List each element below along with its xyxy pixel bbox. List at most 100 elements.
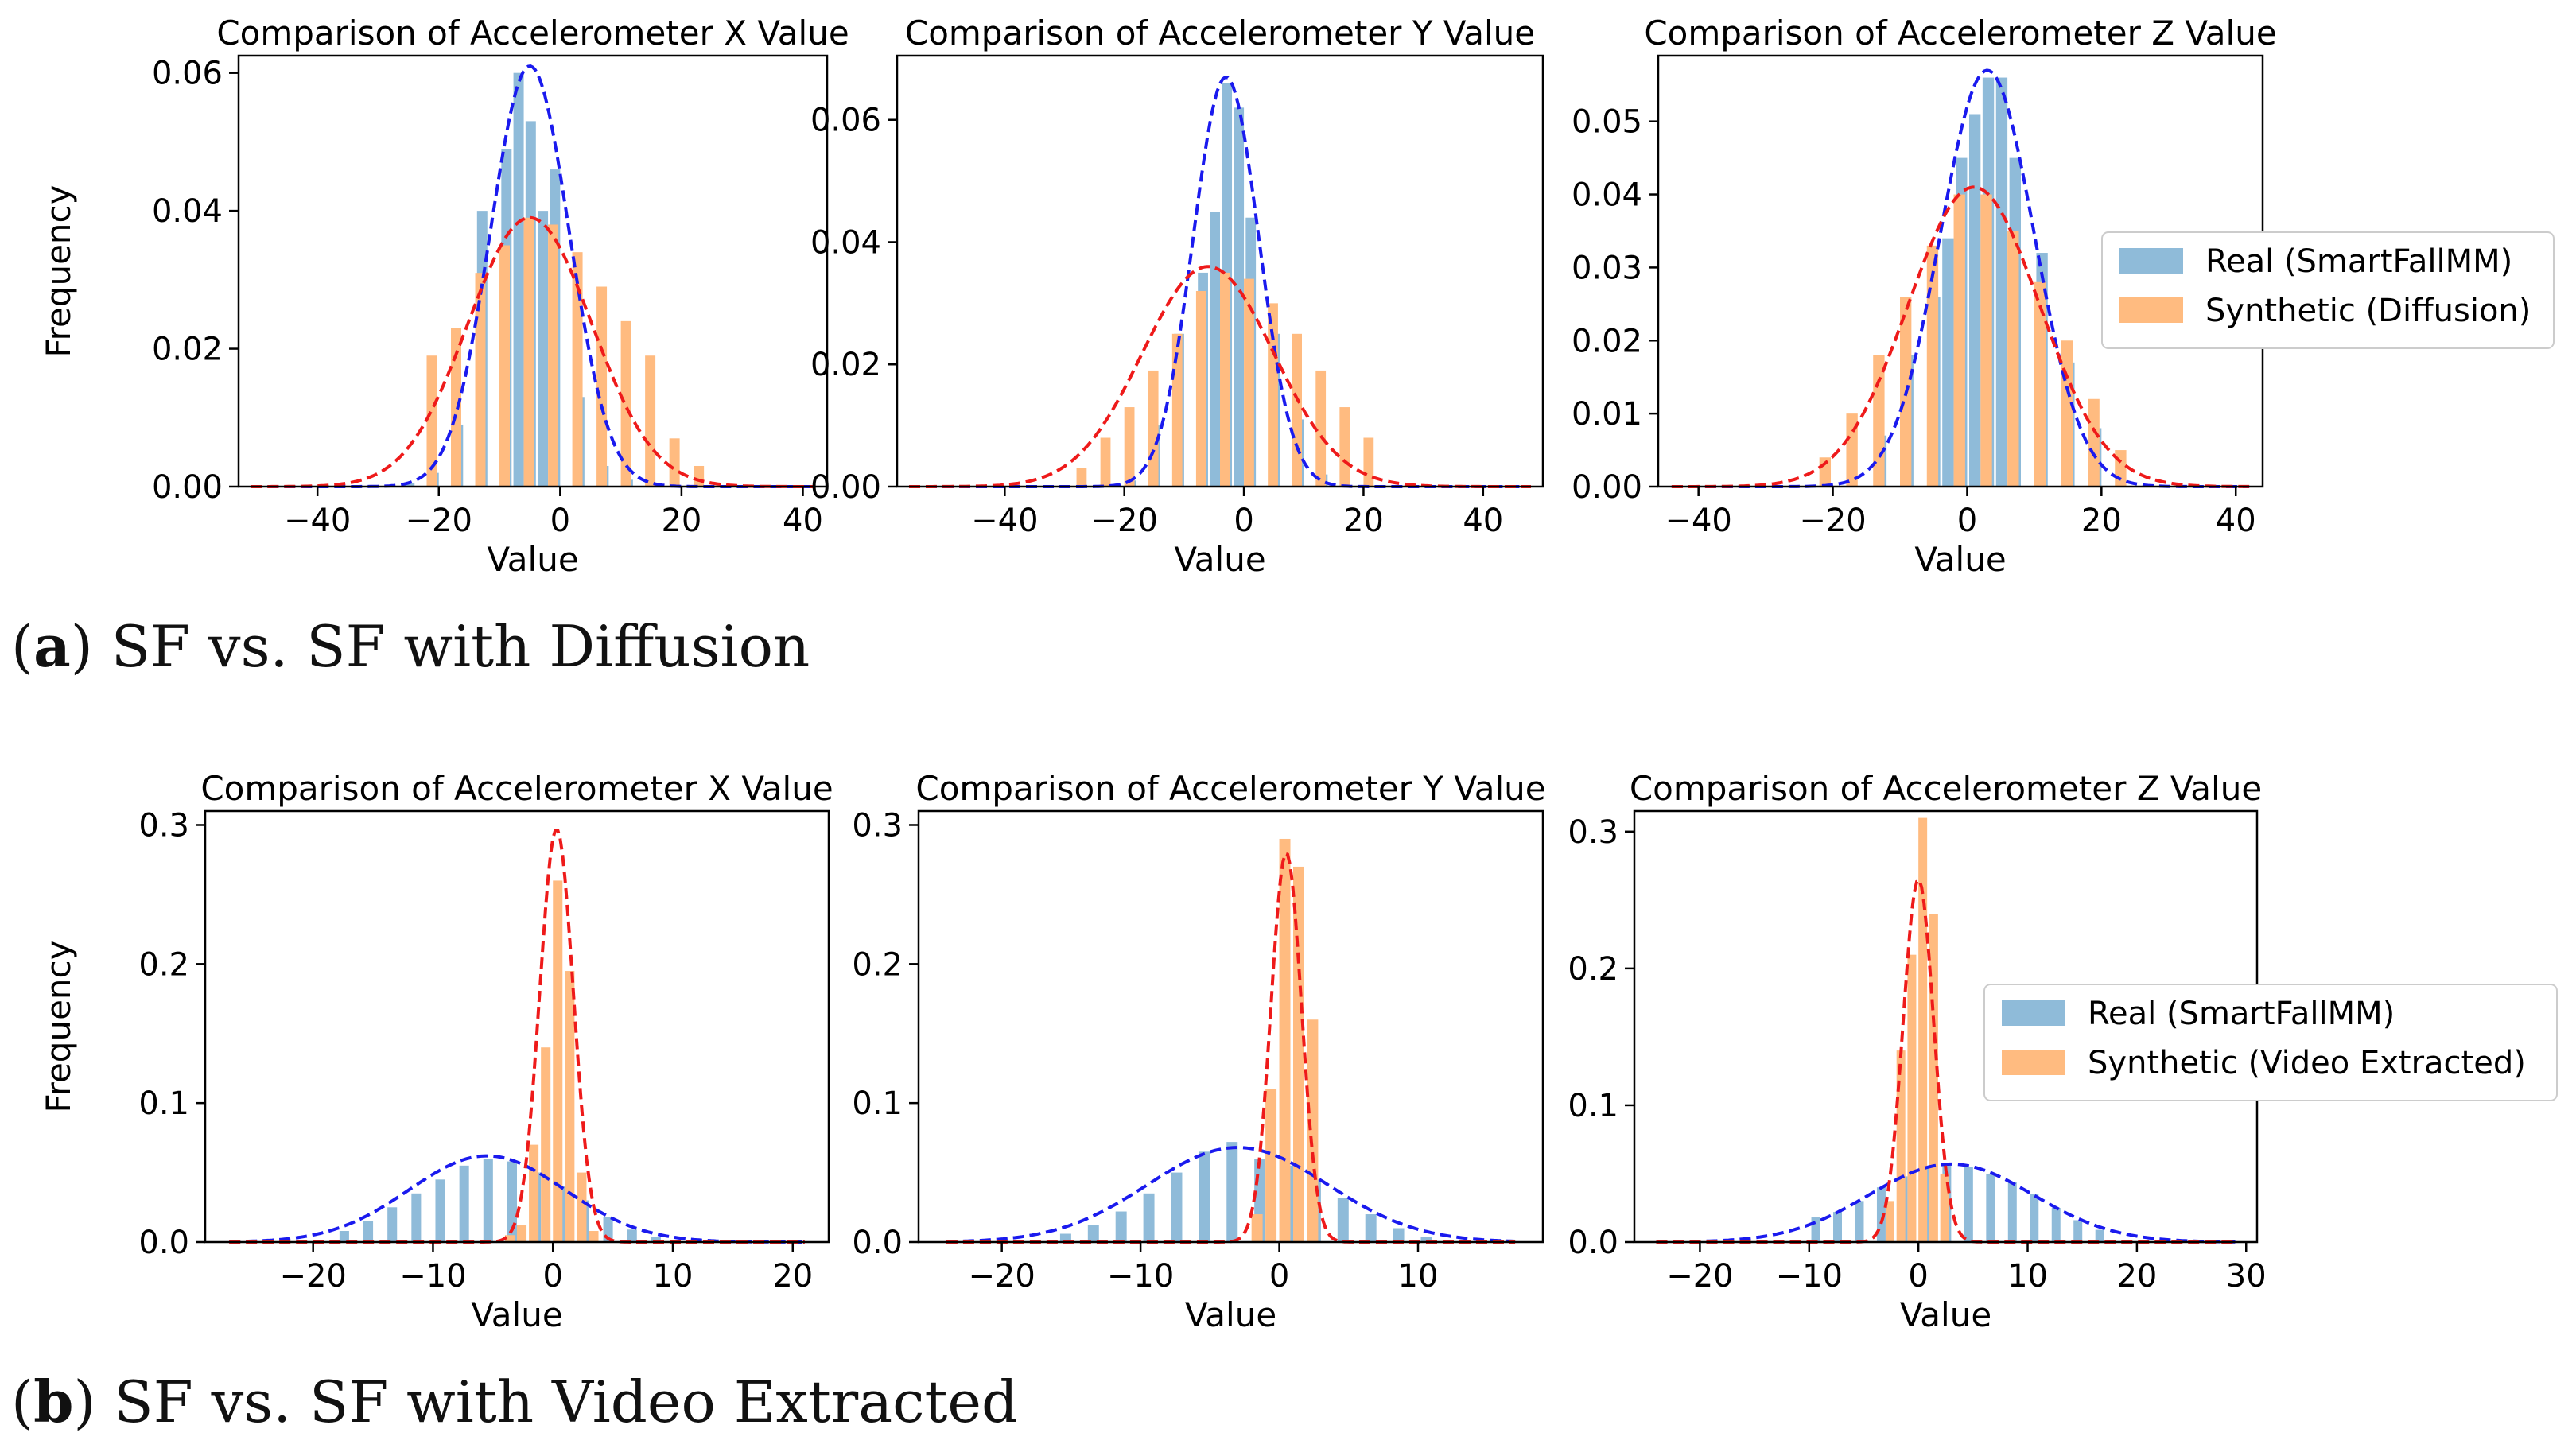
real-bar bbox=[387, 1207, 398, 1242]
real-bar bbox=[1234, 107, 1245, 487]
synthetic-bar bbox=[1124, 407, 1135, 487]
caption-a-letter: a bbox=[33, 612, 71, 680]
chart-title: Comparison of Accelerometer X Value bbox=[216, 14, 849, 52]
x-tick-label: 0 bbox=[1908, 1258, 1928, 1295]
y-tick-label: 0.0 bbox=[1568, 1225, 1618, 1261]
synthetic-bar bbox=[572, 252, 583, 487]
y-tick-label: 0.2 bbox=[1568, 951, 1618, 988]
synthetic-bar bbox=[1929, 914, 1938, 1242]
real-bar bbox=[1833, 1212, 1842, 1242]
chart-6: −20 −10 0 10 20 30 0.0 0.1 0.2 0.3 Comparison of A… bbox=[1568, 769, 2558, 1334]
real-bar bbox=[1986, 1173, 1995, 1242]
synthetic-bar bbox=[451, 328, 461, 487]
synthetic-bar bbox=[541, 1047, 551, 1242]
synthetic-bar bbox=[2088, 398, 2100, 487]
x-tick-label: 20 bbox=[2116, 1258, 2157, 1295]
x-axis-label: Value bbox=[1900, 1295, 1991, 1334]
chart-3: −40 −20 0 20 40 0.00 0.01 0.02 0.03 0.04 0.05 Compa… bbox=[1572, 14, 2555, 579]
synthetic-bar bbox=[426, 355, 437, 487]
x-tick-label: 20 bbox=[661, 503, 701, 539]
x-tick-label: −20 bbox=[968, 1258, 1035, 1295]
synthetic-bar bbox=[2007, 231, 2019, 487]
legend-swatch-real bbox=[2002, 1000, 2065, 1026]
synthetic-bar bbox=[1940, 1173, 1949, 1242]
synthetic-bar bbox=[1907, 954, 1917, 1242]
y-tick-label: 0.2 bbox=[852, 946, 903, 983]
real-bar bbox=[1942, 238, 1954, 487]
y-tick-label: 0.0 bbox=[138, 1225, 189, 1261]
y-tick-label: 0.00 bbox=[1572, 469, 1642, 506]
real-bar bbox=[1199, 1151, 1210, 1242]
synthetic-bar bbox=[504, 1235, 515, 1242]
x-tick-label: 0 bbox=[1234, 503, 1253, 539]
real-bar bbox=[435, 1179, 445, 1242]
chart-2: −40 −20 0 20 40 0.00 0.02 0.04 0.06 Comparison of… bbox=[810, 14, 1544, 579]
synthetic-fit-curve bbox=[251, 215, 815, 488]
real-fit-curve bbox=[946, 1146, 1516, 1244]
synthetic-bar bbox=[1265, 1089, 1277, 1242]
synthetic-bar bbox=[2115, 450, 2127, 487]
synthetic-bar bbox=[1279, 838, 1291, 1242]
real-bar bbox=[1855, 1201, 1864, 1242]
real-bar bbox=[1087, 1225, 1099, 1242]
synthetic-bar bbox=[1846, 413, 1858, 487]
caption-b-text: SF vs. SF with Video Extracted bbox=[114, 1369, 1019, 1435]
synthetic-bar bbox=[1100, 437, 1111, 487]
chart-4: −20 −10 0 10 20 0.0 0.1 0.2 0.3 Comparison of Acc… bbox=[39, 769, 833, 1334]
plot-frame bbox=[896, 54, 1544, 488]
synthetic-bar bbox=[1220, 272, 1230, 487]
x-tick-label: 40 bbox=[1463, 503, 1503, 539]
legend: Real (SmartFallMM) Synthetic (Video Extra… bbox=[1983, 984, 2558, 1101]
x-tick-label: 20 bbox=[1343, 503, 1384, 539]
real-bar bbox=[1365, 1214, 1377, 1242]
real-bar bbox=[1059, 1233, 1071, 1242]
y-tick-label: 0.06 bbox=[810, 103, 881, 139]
synthetic-bar bbox=[553, 880, 563, 1242]
chart-title: Comparison of Accelerometer Y Value bbox=[915, 769, 1545, 808]
synthetic-bar bbox=[1885, 1201, 1894, 1242]
synthetic-bar bbox=[2034, 281, 2046, 487]
y-tick-label: 0.3 bbox=[852, 807, 903, 844]
x-tick-label: 40 bbox=[783, 503, 823, 539]
y-tick-label: 0.02 bbox=[152, 332, 223, 368]
y-tick-label: 0.06 bbox=[152, 56, 223, 92]
real-bar bbox=[1393, 1228, 1405, 1242]
y-tick-label: 0.1 bbox=[852, 1085, 903, 1122]
legend-box bbox=[2101, 231, 2555, 349]
x-tick-label: −20 bbox=[1799, 503, 1866, 539]
chart-title: Comparison of Accelerometer Z Value bbox=[1644, 14, 2276, 52]
x-tick-label: 20 bbox=[772, 1258, 813, 1295]
real-bar bbox=[1210, 212, 1220, 487]
legend-label: Synthetic (Video Extracted) bbox=[2088, 1045, 2526, 1081]
real-bar bbox=[1171, 1172, 1183, 1242]
legend-swatch-synthetic bbox=[2002, 1050, 2065, 1075]
y-axis-label: Frequency bbox=[39, 941, 78, 1113]
synthetic-bar bbox=[694, 465, 705, 487]
real-bar bbox=[1226, 1142, 1238, 1242]
x-tick-label: −40 bbox=[284, 503, 351, 539]
x-tick-label: 0 bbox=[543, 1258, 563, 1295]
synthetic-bar bbox=[1293, 866, 1304, 1242]
x-tick-label: −10 bbox=[1107, 1258, 1174, 1295]
synthetic-bar bbox=[1926, 245, 1939, 487]
real-bar bbox=[411, 1193, 422, 1242]
legend-swatch-real bbox=[2119, 248, 2183, 274]
synthetic-bar bbox=[1896, 1050, 1906, 1242]
real-bar bbox=[627, 1229, 637, 1242]
synthetic-bar bbox=[1339, 407, 1350, 487]
synthetic-bar bbox=[1148, 370, 1159, 487]
x-tick-label: −40 bbox=[1665, 503, 1731, 539]
real-bar bbox=[651, 1237, 661, 1242]
chart-title: Comparison of Accelerometer X Value bbox=[200, 769, 833, 808]
real-bar bbox=[538, 211, 549, 487]
y-tick-label: 0.3 bbox=[138, 807, 189, 844]
synthetic-bar bbox=[596, 286, 608, 487]
synthetic-bar bbox=[1251, 1214, 1263, 1242]
legend-swatch-synthetic bbox=[2119, 297, 2183, 323]
real-bar bbox=[459, 1165, 469, 1242]
real-bar bbox=[2073, 1220, 2083, 1242]
x-axis-label: Value bbox=[1914, 540, 2006, 579]
caption-b-letter: b bbox=[33, 1368, 74, 1435]
y-tick-label: 0.03 bbox=[1572, 250, 1642, 286]
synthetic-bar bbox=[523, 217, 534, 487]
